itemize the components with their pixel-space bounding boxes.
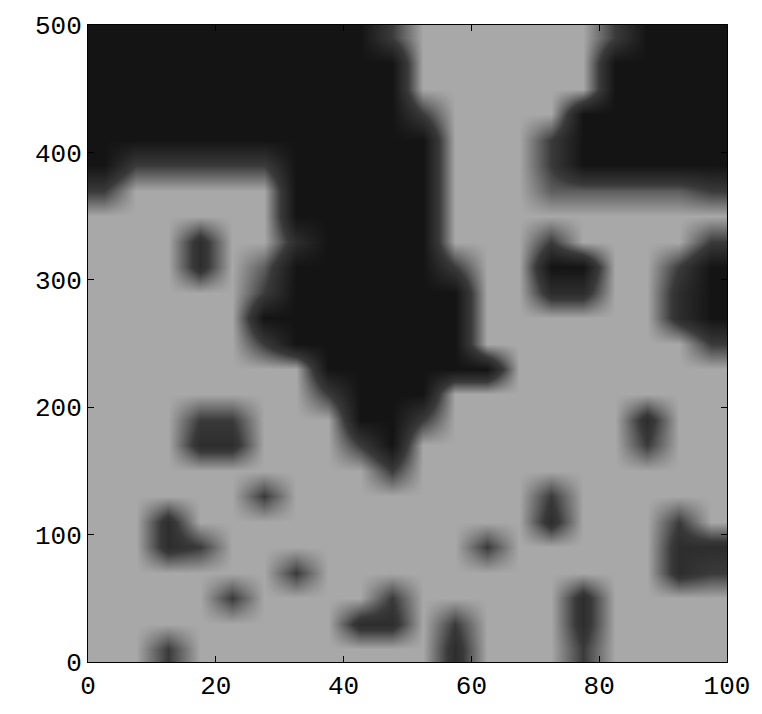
- svg-text:100: 100: [35, 522, 82, 552]
- svg-text:0: 0: [66, 649, 82, 679]
- svg-text:0: 0: [80, 672, 96, 702]
- svg-text:60: 60: [456, 672, 487, 702]
- svg-text:300: 300: [35, 267, 82, 297]
- svg-text:100: 100: [704, 672, 751, 702]
- svg-text:20: 20: [200, 672, 231, 702]
- svg-text:200: 200: [35, 394, 82, 424]
- svg-text:40: 40: [328, 672, 359, 702]
- svg-text:500: 500: [35, 12, 82, 42]
- svg-text:400: 400: [35, 140, 82, 170]
- svg-text:80: 80: [584, 672, 615, 702]
